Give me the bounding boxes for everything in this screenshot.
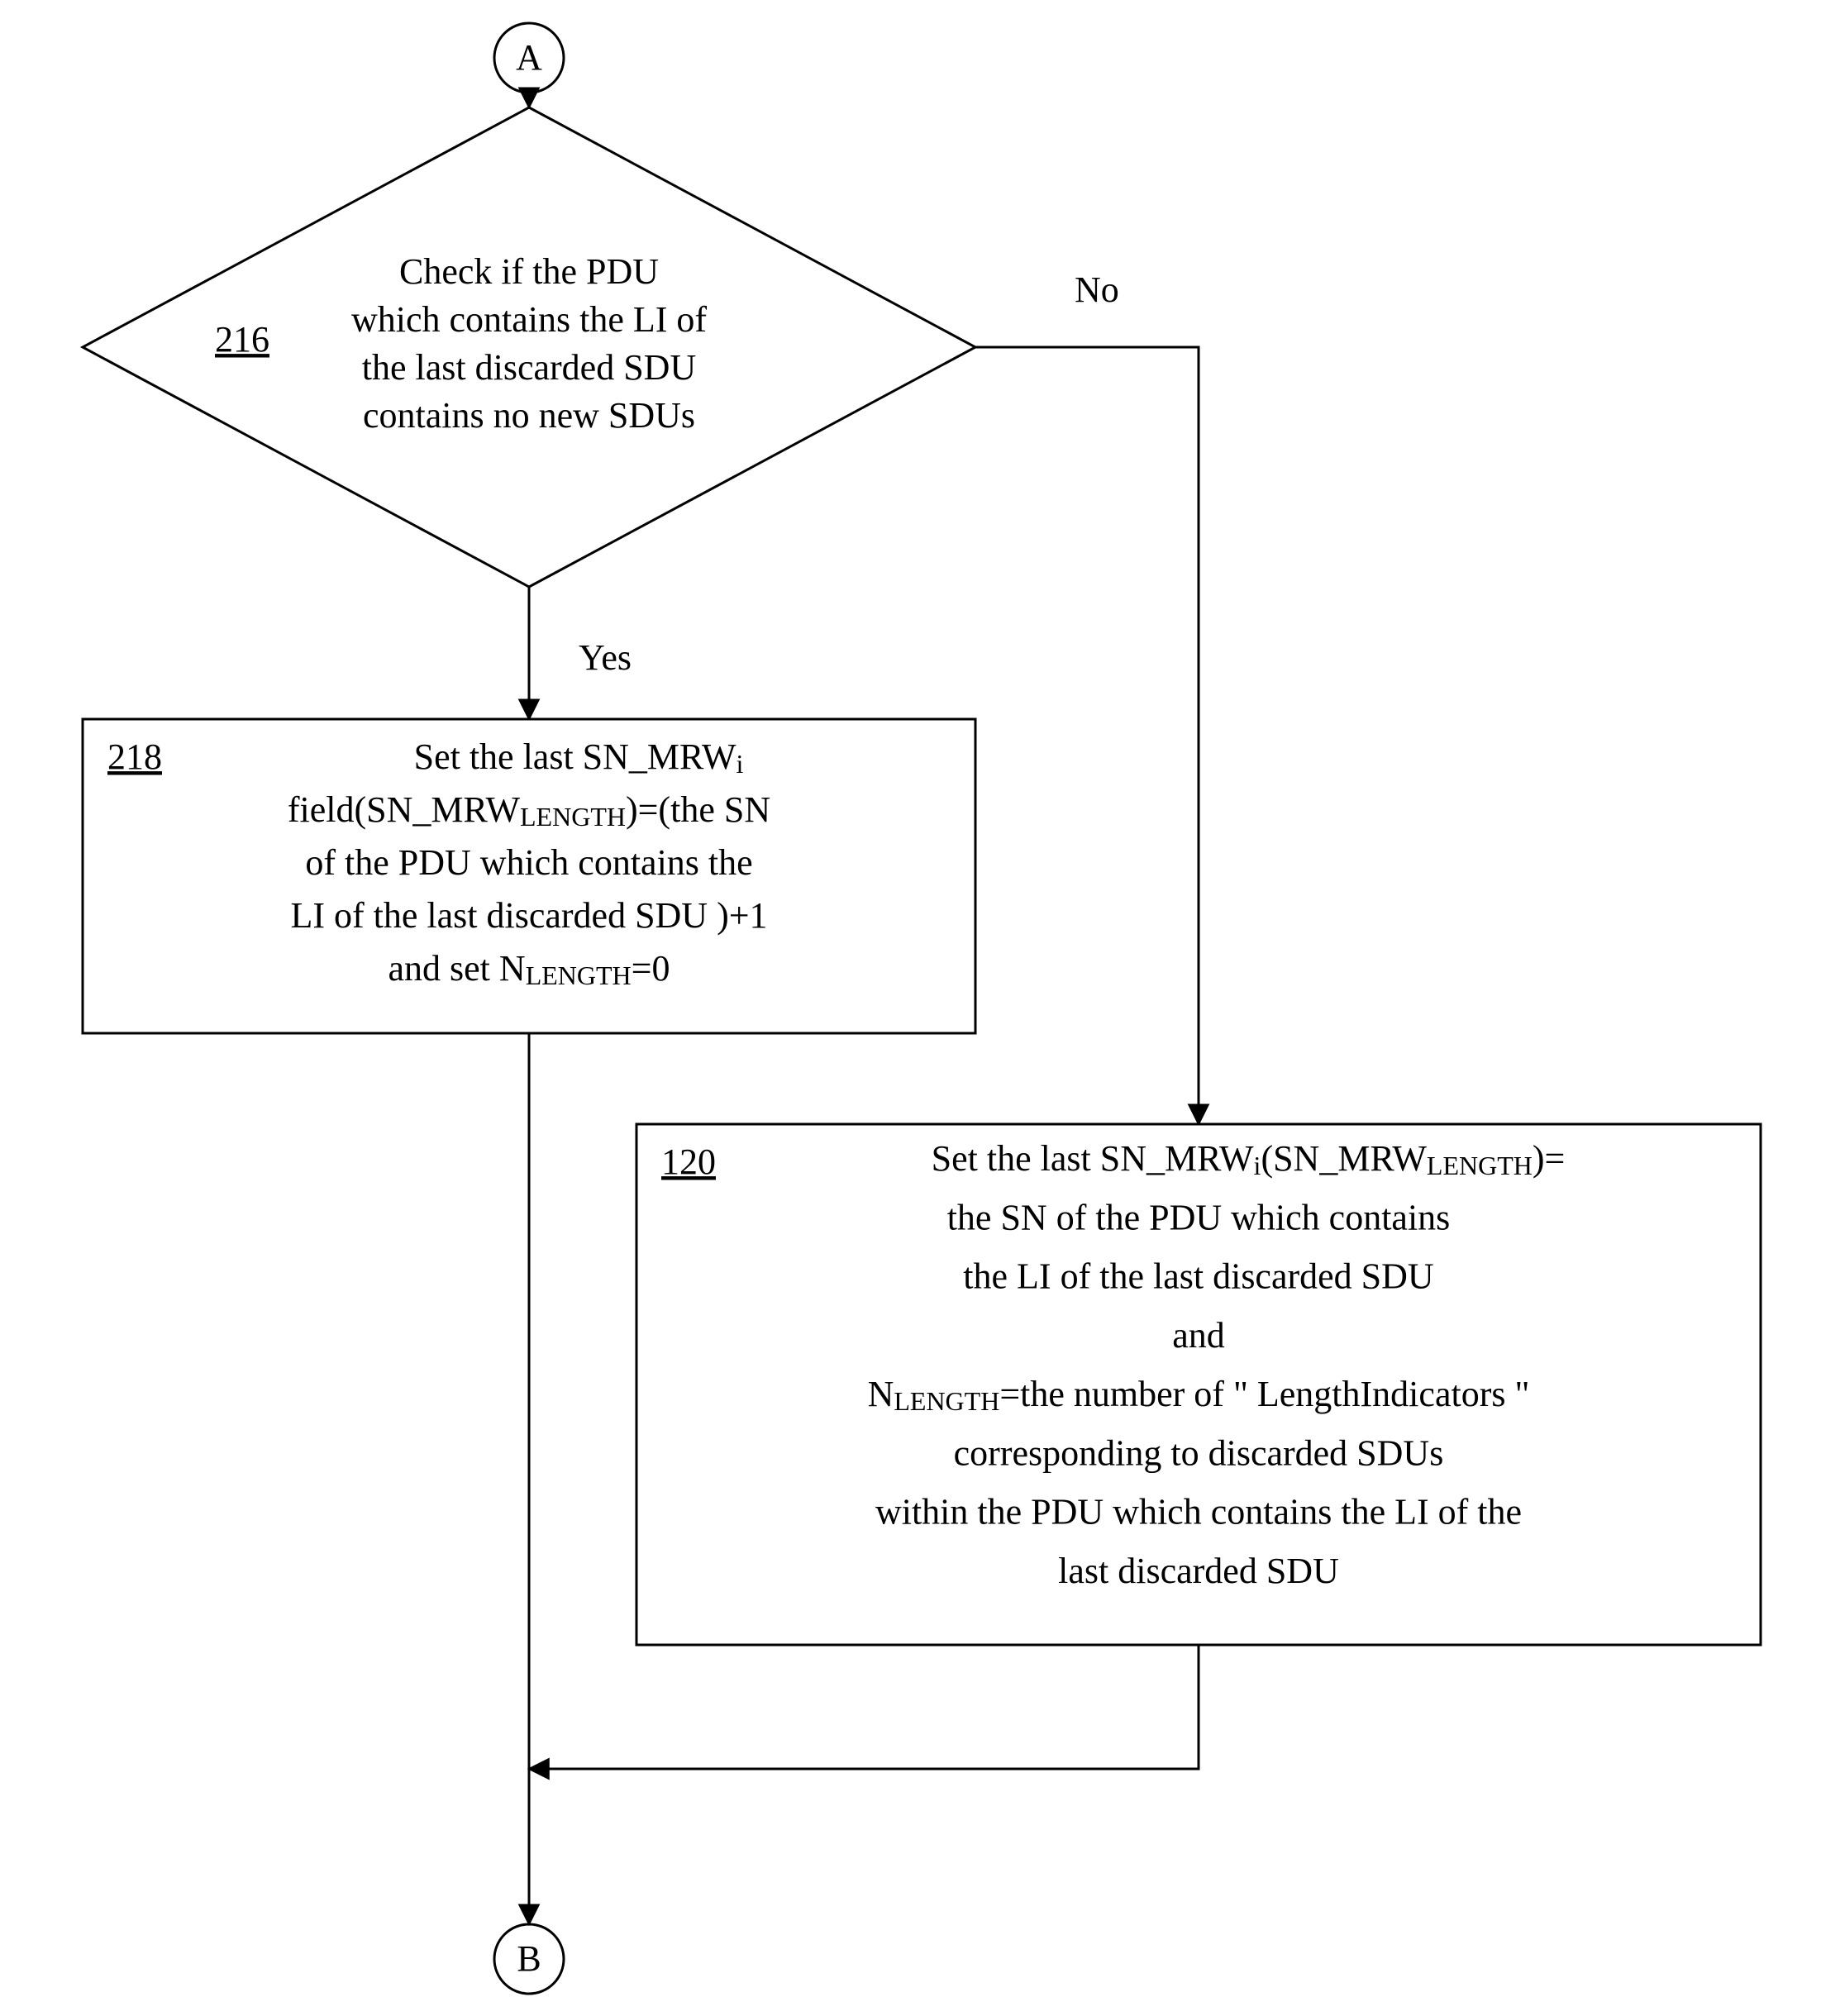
process-120: 120Set the last SN_MRWi(SN_MRWLENGTH)=th… <box>636 1124 1761 1645</box>
decision-text-line: Check if the PDU <box>399 251 659 292</box>
process-120-line: the LI of the last discarded SDU <box>963 1256 1433 1297</box>
edge-120-merge <box>529 1645 1199 1769</box>
decision-step-number: 216 <box>215 319 269 360</box>
process-218-line: LI of the last discarded SDU )+1 <box>290 895 767 936</box>
no-label: No <box>1075 269 1119 310</box>
process-218-line: Set the last SN_MRWi <box>414 736 744 779</box>
yes-label: Yes <box>579 637 632 678</box>
process-120-line: within the PDU which contains the LI of … <box>875 1492 1522 1532</box>
process-120-step-number: 120 <box>661 1141 716 1182</box>
connector-b: B <box>494 1924 564 1994</box>
edge-decision-no <box>975 347 1199 1124</box>
process-120-line: last discarded SDU <box>1058 1551 1339 1591</box>
process-120-line: corresponding to discarded SDUs <box>954 1432 1444 1473</box>
process-218: 218Set the last SN_MRWifield(SN_MRWLENGT… <box>83 719 975 1033</box>
process-120-line: the SN of the PDU which contains <box>947 1197 1451 1237</box>
connector-a-label: A <box>516 37 542 78</box>
process-218-step-number: 218 <box>107 736 162 777</box>
connector-a: A <box>494 23 564 93</box>
process-218-line: of the PDU which contains the <box>305 842 752 883</box>
flowchart: A 216 Check if the PDU which contains the L… <box>0 0 1821 2016</box>
connector-b-label: B <box>517 1938 541 1979</box>
decision-text-line: which contains the LI of <box>351 299 707 340</box>
process-120-line: and <box>1172 1315 1225 1356</box>
decision-216: 216 Check if the PDU which contains the LI… <box>83 107 975 587</box>
decision-text-line: the last discarded SDU <box>362 347 696 388</box>
decision-text-line: contains no new SDUs <box>363 395 695 436</box>
